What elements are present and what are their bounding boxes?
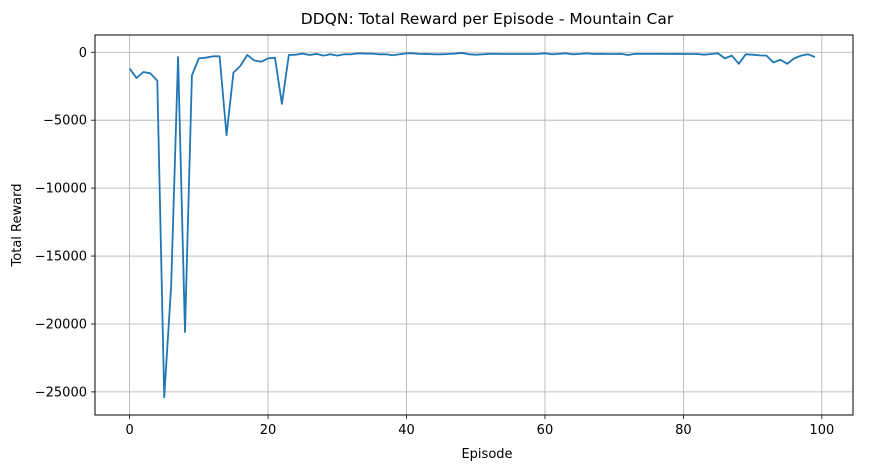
y-tick-label: −5000 — [43, 114, 87, 129]
x-tick-label: 0 — [125, 423, 133, 438]
y-tick-label: −10000 — [35, 182, 87, 197]
x-tick-label: 60 — [537, 423, 554, 438]
x-tick-label: 80 — [675, 423, 692, 438]
y-axis-label: Total Reward — [10, 184, 25, 268]
y-tick-label: −15000 — [35, 250, 87, 265]
x-tick-label: 100 — [809, 423, 834, 438]
x-axis-ticks: 0 20 40 60 80 100 — [125, 415, 834, 438]
x-tick-label: 40 — [398, 423, 415, 438]
x-axis-label: Episode — [461, 447, 512, 462]
chart-title: DDQN: Total Reward per Episode - Mountai… — [301, 10, 674, 28]
y-axis-ticks: 0 −5000 −10000 −15000 −20000 −25000 — [35, 46, 95, 400]
grid — [95, 35, 853, 415]
y-tick-label: 0 — [79, 46, 87, 61]
plot-frame — [94, 34, 854, 416]
series-layer — [128, 52, 816, 399]
x-tick-label: 20 — [260, 423, 277, 438]
y-tick-label: −20000 — [35, 317, 87, 332]
series-line-total-reward — [128, 52, 816, 399]
y-tick-label: −25000 — [35, 385, 87, 400]
